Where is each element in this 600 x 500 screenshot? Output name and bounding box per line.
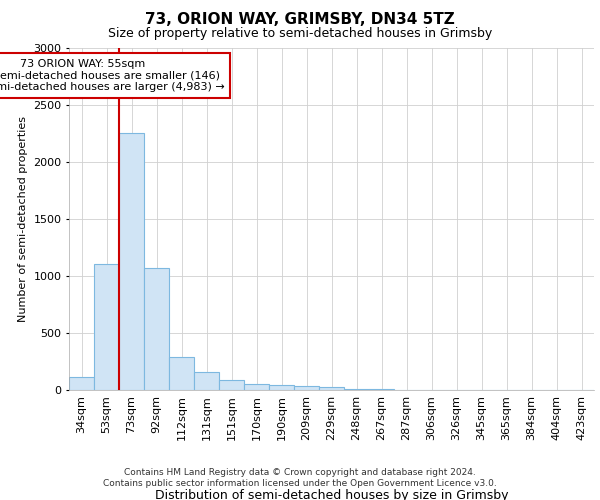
Text: 73, ORION WAY, GRIMSBY, DN34 5TZ: 73, ORION WAY, GRIMSBY, DN34 5TZ [145,12,455,28]
X-axis label: Distribution of semi-detached houses by size in Grimsby: Distribution of semi-detached houses by … [155,488,508,500]
Bar [269,385,294,390]
Text: Size of property relative to semi-detached houses in Grimsby: Size of property relative to semi-detach… [108,28,492,40]
Bar [194,372,219,390]
Bar [144,268,169,390]
Text: 73 ORION WAY: 55sqm
← 3% of semi-detached houses are smaller (146)
97% of semi-d: 73 ORION WAY: 55sqm ← 3% of semi-detache… [0,59,224,92]
Bar [294,386,319,390]
Bar [119,133,144,390]
Bar [94,264,119,390]
Bar [344,389,369,390]
Text: Contains HM Land Registry data © Crown copyright and database right 2024.
Contai: Contains HM Land Registry data © Crown c… [103,468,497,487]
Y-axis label: Number of semi-detached properties: Number of semi-detached properties [17,116,28,322]
Bar [169,358,194,390]
Bar [69,377,94,390]
Bar [319,387,344,390]
Bar [219,380,244,390]
Bar [244,384,269,390]
